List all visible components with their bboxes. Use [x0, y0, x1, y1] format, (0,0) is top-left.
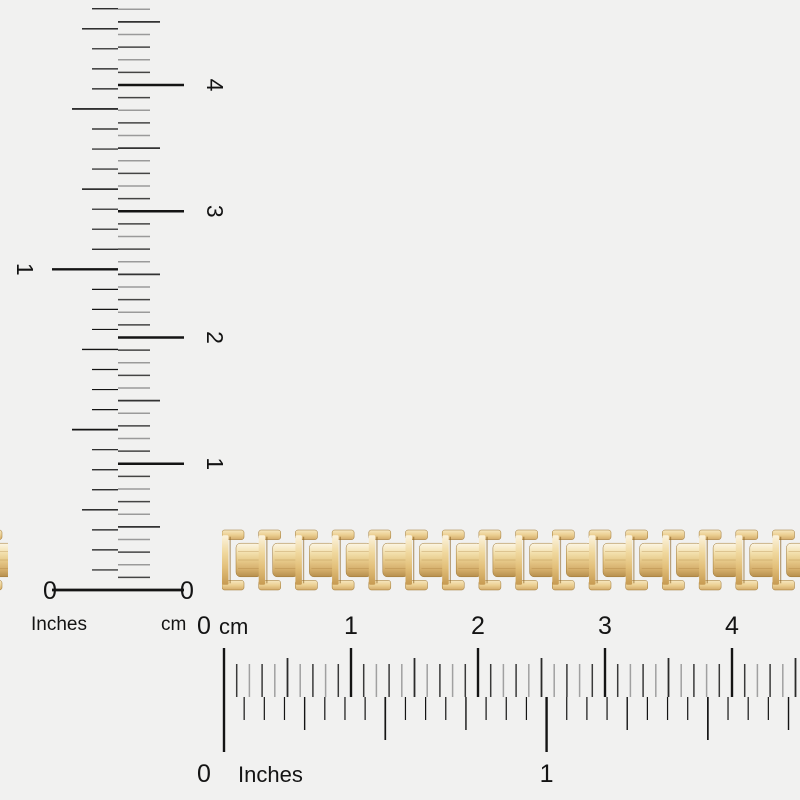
svg-text:1: 1: [202, 457, 228, 470]
svg-text:3: 3: [598, 612, 612, 640]
svg-text:0: 0: [43, 577, 57, 605]
svg-text:1: 1: [344, 612, 358, 640]
svg-text:cm: cm: [161, 614, 186, 635]
svg-text:4: 4: [725, 612, 739, 640]
svg-text:0: 0: [197, 760, 211, 788]
svg-text:Inches: Inches: [238, 762, 303, 787]
svg-text:2: 2: [471, 612, 485, 640]
svg-text:2: 2: [202, 331, 228, 344]
svg-text:3: 3: [202, 205, 228, 218]
svg-text:1: 1: [12, 263, 38, 276]
svg-text:4: 4: [202, 79, 228, 92]
svg-text:0: 0: [197, 612, 211, 640]
svg-text:0: 0: [180, 577, 194, 605]
svg-text:Inches: Inches: [31, 614, 87, 635]
svg-text:1: 1: [540, 760, 554, 788]
svg-text:cm: cm: [219, 614, 248, 639]
